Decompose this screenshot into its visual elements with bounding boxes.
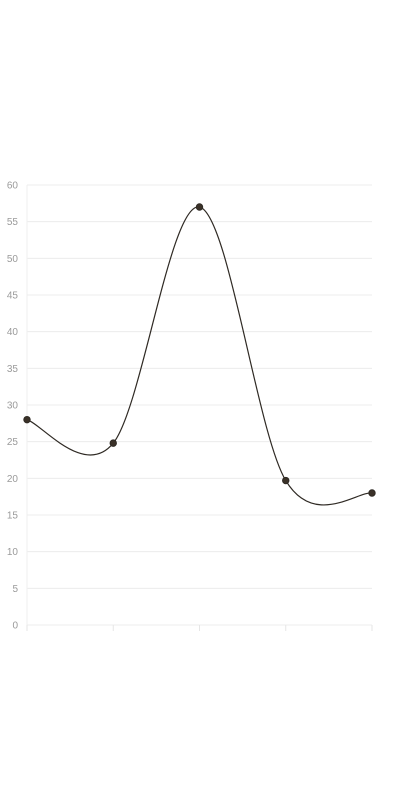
series-layer [26, 206, 373, 506]
y-tick-label-5: 5 [12, 584, 18, 595]
data-point-4[interactable] [282, 476, 290, 485]
y-tick-label-30: 30 [7, 401, 19, 412]
series-line-0 [26, 206, 373, 506]
axis-layer [26, 185, 373, 631]
data-points [23, 203, 376, 497]
data-point-2[interactable] [109, 439, 117, 447]
y-tick-label-10: 10 [7, 547, 19, 558]
y-tick-label-55: 55 [7, 217, 19, 228]
y-tick-label-50: 50 [7, 254, 19, 265]
y-tick-label-60: 60 [7, 181, 19, 192]
y-tick-label-20: 20 [7, 474, 19, 485]
grid-layer [27, 184, 372, 626]
y-axis-labels: 0 5 10 15 20 25 30 35 40 45 50 55 60 [7, 181, 19, 632]
y-tick-label-40: 40 [7, 327, 19, 338]
y-tick-label-15: 15 [7, 511, 19, 522]
y-tick-label-25: 25 [7, 437, 19, 448]
y-tick-label-45: 45 [7, 291, 19, 302]
data-point-3[interactable] [195, 203, 204, 211]
data-point-5[interactable] [368, 489, 376, 497]
y-tick-label-35: 35 [7, 364, 19, 375]
data-point-1[interactable] [23, 415, 31, 424]
y-tick-label-0: 0 [12, 621, 18, 632]
